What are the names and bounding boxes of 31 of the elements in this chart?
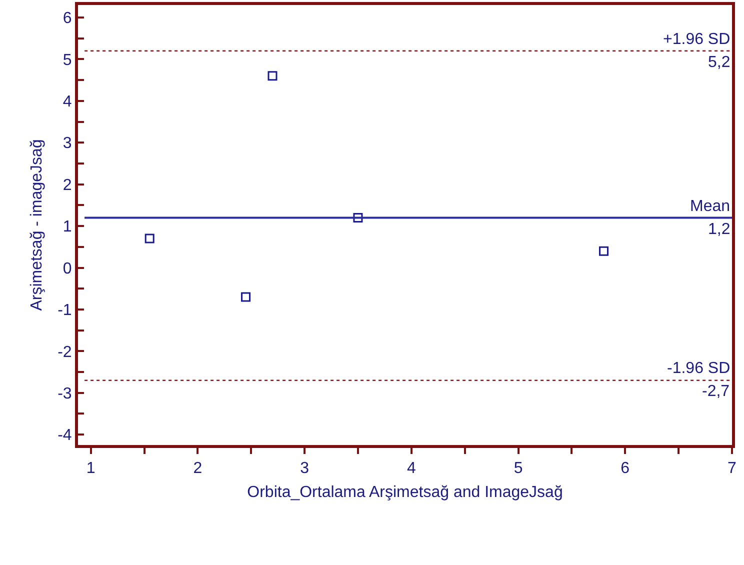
x-tick-label: 4 [406, 460, 416, 478]
point [599, 246, 609, 256]
point [144, 234, 154, 244]
y-tick-label: 2 [62, 176, 72, 194]
annotation: -2,7 [702, 383, 730, 400]
annotation: 1,2 [708, 221, 730, 238]
y-axis-title: Arşimetsağ - imageJsağ [28, 139, 46, 311]
x-tick-label: 6 [620, 460, 630, 478]
x-tick-label: 7 [728, 460, 737, 478]
annotation: 5,2 [708, 54, 730, 71]
y-tick-label: -3 [58, 385, 72, 402]
y-tick-label: 6 [62, 10, 72, 28]
ref-line-label: +1.96 SD [663, 31, 730, 48]
y-tick-label: 0 [62, 260, 72, 278]
y-tick-label: -2 [58, 344, 72, 361]
point [241, 292, 251, 302]
ref-line-label: Mean [690, 198, 730, 215]
x-tick-label: 5 [514, 460, 523, 478]
y-tick-label: 5 [62, 52, 72, 69]
y-tick-label: 1 [62, 218, 72, 236]
y-tick-label: -4 [58, 427, 72, 444]
x-tick-label: 2 [193, 460, 202, 478]
y-tick-label: 3 [62, 135, 72, 152]
x-tick-label: 1 [86, 460, 96, 478]
y-tick-label: -1 [58, 302, 72, 320]
ref-line-label: -1.96 SD [667, 360, 730, 377]
x-tick-label: 3 [300, 460, 310, 478]
x-axis-title: Orbita_Ortalama Arşimetsağ and ImageJsağ [247, 484, 563, 501]
y-tick-label: 4 [62, 94, 72, 111]
point [268, 71, 278, 81]
point [353, 212, 363, 222]
